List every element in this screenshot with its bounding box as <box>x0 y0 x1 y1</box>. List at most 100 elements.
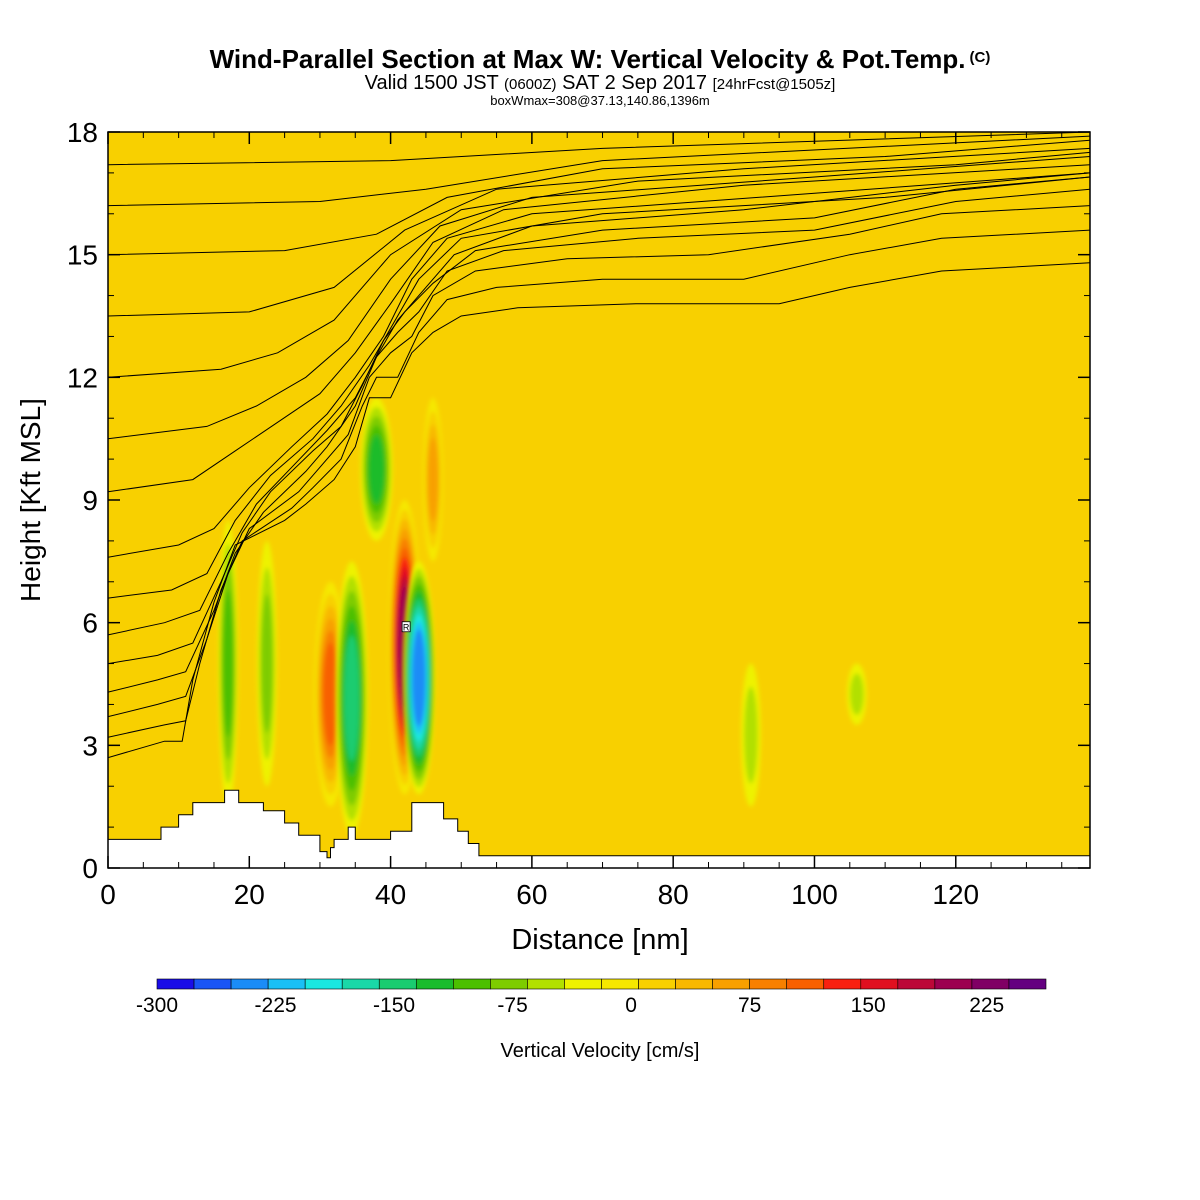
isentrope-line <box>108 132 1090 166</box>
forecast-label: [24hrFcst@1505z] <box>712 76 836 93</box>
colorbar-swatch <box>378 978 417 990</box>
updraft-level <box>427 437 439 522</box>
isentrope-line <box>108 262 1090 759</box>
chart-title: Wind-Parallel Section at Max W: Vertical… <box>0 44 1200 75</box>
x-tick-label: 120 <box>932 879 979 910</box>
colorbar-tick-label: 150 <box>851 994 886 1017</box>
terrain <box>108 789 1090 868</box>
colorbar-tick-label: -225 <box>255 994 297 1017</box>
colorbar-swatch <box>786 978 825 990</box>
y-axis-label: Height [Kft MSL] <box>15 398 46 602</box>
x-axis-label: Distance [nm] <box>511 924 688 956</box>
colorbar-swatch <box>897 978 936 990</box>
updraft-cell <box>423 397 443 562</box>
downdraft-level <box>368 434 385 504</box>
colorbar-swatch <box>267 978 306 990</box>
downdraft-cell <box>218 520 238 807</box>
downdraft-cell <box>257 540 277 787</box>
isentrope-line <box>108 176 1090 665</box>
colorbar-tick-label: 0 <box>625 994 637 1017</box>
isentrope-line <box>108 156 1090 440</box>
colorbar-swatch <box>564 978 602 990</box>
x-tick-label: 0 <box>100 879 116 910</box>
y-tick-label: 3 <box>82 730 98 761</box>
colorbar-swatch <box>823 978 862 990</box>
colorbar-swatch <box>934 978 973 990</box>
valid-utc: (0600Z) <box>503 76 557 93</box>
x-tick-label: 20 <box>234 879 265 910</box>
colorbar-swatch <box>527 978 565 990</box>
colorbar-swatch <box>1008 978 1047 990</box>
vertical-velocity-field <box>218 397 867 836</box>
copyright-mark: (C) <box>969 49 991 66</box>
colorbar-swatch <box>971 978 1010 990</box>
potential-temperature-contours <box>108 132 1090 759</box>
isentrope-line <box>108 151 1090 378</box>
colorbar-swatch <box>341 978 380 990</box>
terrain-profile <box>108 789 1090 868</box>
colorbar-tick-label: 75 <box>738 994 761 1017</box>
colorbar-swatch <box>638 978 676 990</box>
y-axis: 0 3 6 9 12 15 18 <box>67 117 1090 884</box>
valid-time: Valid 1500 JST <box>364 72 499 94</box>
x-tick-label: 100 <box>791 879 838 910</box>
downdraft-level <box>223 590 234 737</box>
y-tick-label: 12 <box>67 362 98 393</box>
colorbar-swatch <box>712 978 750 990</box>
isentrope-line <box>108 176 1090 599</box>
y-tick-label: 15 <box>67 240 98 271</box>
downdraft-cell <box>360 397 393 541</box>
isentrope-line <box>108 135 1090 207</box>
isentrope-line <box>108 139 1090 256</box>
plot-area <box>108 132 1090 868</box>
downdraft-cell <box>846 663 867 725</box>
colorbar-swatch <box>156 978 195 990</box>
downdraft-level <box>412 629 426 727</box>
isentrope-line <box>108 229 1090 738</box>
colorbar-swatch <box>749 978 788 990</box>
colorbar-swatch <box>860 978 899 990</box>
colorbar-swatch <box>490 978 528 990</box>
downdraft-level <box>344 635 360 762</box>
isentrope-line <box>108 172 1090 558</box>
y-tick-label: 18 <box>67 117 98 148</box>
downdraft-level <box>261 594 273 734</box>
colorbar-swatch <box>415 978 454 990</box>
colorbar-tick-label: -150 <box>373 994 415 1017</box>
colorbar-swatch <box>193 978 232 990</box>
colorbar-swatch <box>230 978 269 990</box>
colorbar-swatch <box>601 978 639 990</box>
y-tick-label: 9 <box>82 485 98 516</box>
x-tick-label: 80 <box>658 879 689 910</box>
isentrope-line <box>108 172 1090 636</box>
colorbar: -300 -225 -150 -75 0 75 150 225 <box>136 978 1047 1017</box>
downdraft-cell <box>402 561 436 795</box>
colorbar-swatch <box>304 978 343 990</box>
field-background <box>108 132 1090 868</box>
isentrope-line <box>108 164 1090 493</box>
y-tick-label: 0 <box>82 853 98 884</box>
x-axis: 0 20 40 60 80 100 120 <box>100 132 1063 910</box>
chart-subtitle: Valid 1500 JST (0600Z) SAT 2 Sep 2017 [2… <box>0 72 1200 95</box>
colorbar-swatch <box>453 978 491 990</box>
valid-date: SAT 2 Sep 2017 <box>562 72 707 94</box>
isentrope-line <box>108 188 1090 693</box>
isentrope-line <box>108 205 1090 718</box>
colorbar-swatch <box>675 978 713 990</box>
downdraft-cell <box>335 561 368 836</box>
y-tick-label: 6 <box>82 608 98 639</box>
x-tick-label: 60 <box>516 879 547 910</box>
chart-title-main: Wind-Parallel Section at Max W: Vertical… <box>209 44 966 74</box>
box-wmax-label: boxWmax=308@37.13,140.86,1396m <box>490 93 710 108</box>
isentrope-line <box>108 147 1090 317</box>
updraft-level <box>323 642 338 746</box>
x-tick-label: 40 <box>375 879 406 910</box>
downdraft-cell <box>741 663 761 807</box>
colorbar-label: Vertical Velocity [cm/s] <box>501 1040 700 1062</box>
max-w-marker: R <box>401 621 411 633</box>
max-w-label: R <box>403 622 410 632</box>
max-w-box <box>401 621 411 633</box>
colorbar-tick-label: -300 <box>136 994 178 1017</box>
downdraft-level <box>744 686 758 784</box>
